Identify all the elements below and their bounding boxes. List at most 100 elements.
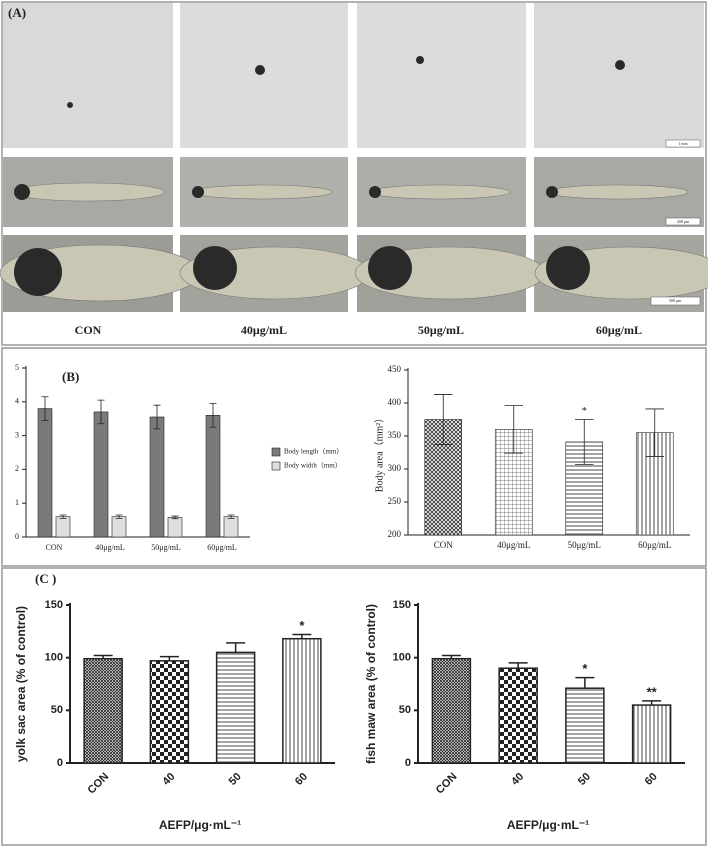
y-tick-label: 150	[45, 599, 63, 611]
y-tick-label: 450	[388, 364, 402, 374]
y-tick-label: 50	[51, 704, 63, 716]
y-axis-label: yolk sac area (% of control)	[14, 606, 28, 762]
photos: 1 mm 200 μm 500 μm	[0, 3, 708, 312]
x-tick-label: 50μg/mL	[568, 540, 601, 550]
panel-label: (B)	[62, 369, 79, 384]
bar	[205, 415, 221, 538]
x-tick-label: 40μg/mL	[497, 540, 530, 550]
bar	[424, 419, 463, 536]
x-tick-label: CON	[86, 771, 112, 797]
y-tick-label: 200	[388, 529, 402, 539]
x-tick-label: CON	[46, 543, 63, 552]
bar	[149, 416, 165, 538]
x-axis-label: AEFP/μg·mL⁻¹	[507, 818, 589, 832]
column-label: 60μg/mL	[596, 323, 642, 337]
x-tick-label: 60μg/mL	[207, 543, 237, 552]
legend-label: Body width（mm）	[284, 462, 342, 470]
significance: *	[299, 618, 305, 633]
x-tick-label: 60μg/mL	[638, 540, 671, 550]
error-bar	[153, 404, 161, 430]
bar	[55, 516, 71, 538]
error-bar	[171, 515, 179, 520]
y-tick-label: 3	[15, 430, 19, 439]
error-bar	[115, 514, 123, 519]
x-tick-label: 40μg/mL	[95, 543, 125, 552]
bar	[37, 408, 53, 538]
bar	[631, 704, 672, 764]
bar	[83, 657, 123, 764]
panel-label: (C )	[35, 571, 56, 586]
x-tick-label: CON	[434, 771, 460, 797]
bar	[167, 517, 183, 538]
x-tick-label: 40	[160, 771, 177, 788]
error-bar	[59, 514, 67, 519]
x-tick-label: 60	[643, 771, 660, 788]
error-bar	[504, 405, 523, 454]
bar	[565, 687, 605, 764]
y-tick-label: 350	[388, 430, 402, 440]
scale-bar-label: 500 μm	[669, 298, 682, 303]
error-bar	[575, 676, 595, 689]
error-bar	[508, 662, 528, 669]
legend-label: Body length（mm）	[284, 448, 343, 456]
y-tick-label: 100	[45, 652, 63, 664]
x-tick-label: 60	[293, 771, 310, 788]
column-label: 50μg/mL	[418, 323, 464, 337]
error-bar	[227, 514, 235, 519]
significance: **	[647, 684, 658, 699]
bar	[149, 660, 190, 764]
x-tick-label: 50	[227, 771, 244, 788]
legend-swatch	[271, 461, 281, 471]
y-tick-label: 250	[388, 496, 402, 506]
bar	[498, 667, 538, 764]
significance: *	[582, 661, 588, 676]
panel-label: (A)	[8, 5, 26, 20]
y-axis-label: fish maw area (% of control)	[364, 604, 378, 764]
y-tick-label: 4	[15, 397, 19, 406]
y-tick-label: 0	[15, 532, 19, 541]
significance: *	[582, 405, 588, 417]
x-tick-label: CON	[434, 540, 454, 550]
y-tick-label: 1	[15, 498, 19, 507]
error-bar	[226, 642, 246, 653]
error-bar	[575, 419, 594, 465]
error-bar	[642, 700, 662, 706]
y-tick-label: 50	[399, 704, 411, 716]
y-tick-label: 0	[57, 757, 63, 769]
error-bar	[645, 408, 664, 457]
error-bar	[159, 655, 179, 661]
bar	[111, 516, 127, 538]
error-bar	[93, 654, 113, 659]
error-bar	[434, 394, 453, 445]
x-axis-label: AEFP/μg·mL⁻¹	[159, 818, 241, 832]
error-bar	[97, 399, 105, 425]
y-tick-label: 5	[15, 363, 19, 372]
bar	[93, 411, 109, 538]
error-bar	[441, 654, 461, 659]
y-tick-label: 0	[405, 757, 411, 769]
bar	[215, 651, 256, 764]
bar	[282, 637, 322, 764]
scale-bar-label: 200 μm	[677, 219, 690, 224]
x-tick-label: 50	[576, 771, 593, 788]
y-tick-label: 100	[393, 652, 411, 664]
column-label: CON	[75, 323, 102, 337]
scale-bar-label: 1 mm	[678, 141, 688, 146]
error-bar	[209, 403, 217, 428]
x-tick-label: 50μg/mL	[151, 543, 181, 552]
error-bar	[41, 396, 49, 421]
error-bar	[292, 633, 312, 639]
y-tick-label: 150	[393, 599, 411, 611]
x-tick-label: 40	[509, 771, 526, 788]
y-tick-label: 400	[388, 397, 402, 407]
legend-swatch	[271, 447, 281, 457]
bar	[223, 516, 239, 538]
bar	[431, 657, 472, 764]
y-axis-label: Body area（mm²）	[373, 413, 385, 492]
y-tick-label: 2	[15, 464, 19, 473]
column-label: 40μg/mL	[241, 323, 287, 337]
y-tick-label: 300	[388, 463, 402, 473]
